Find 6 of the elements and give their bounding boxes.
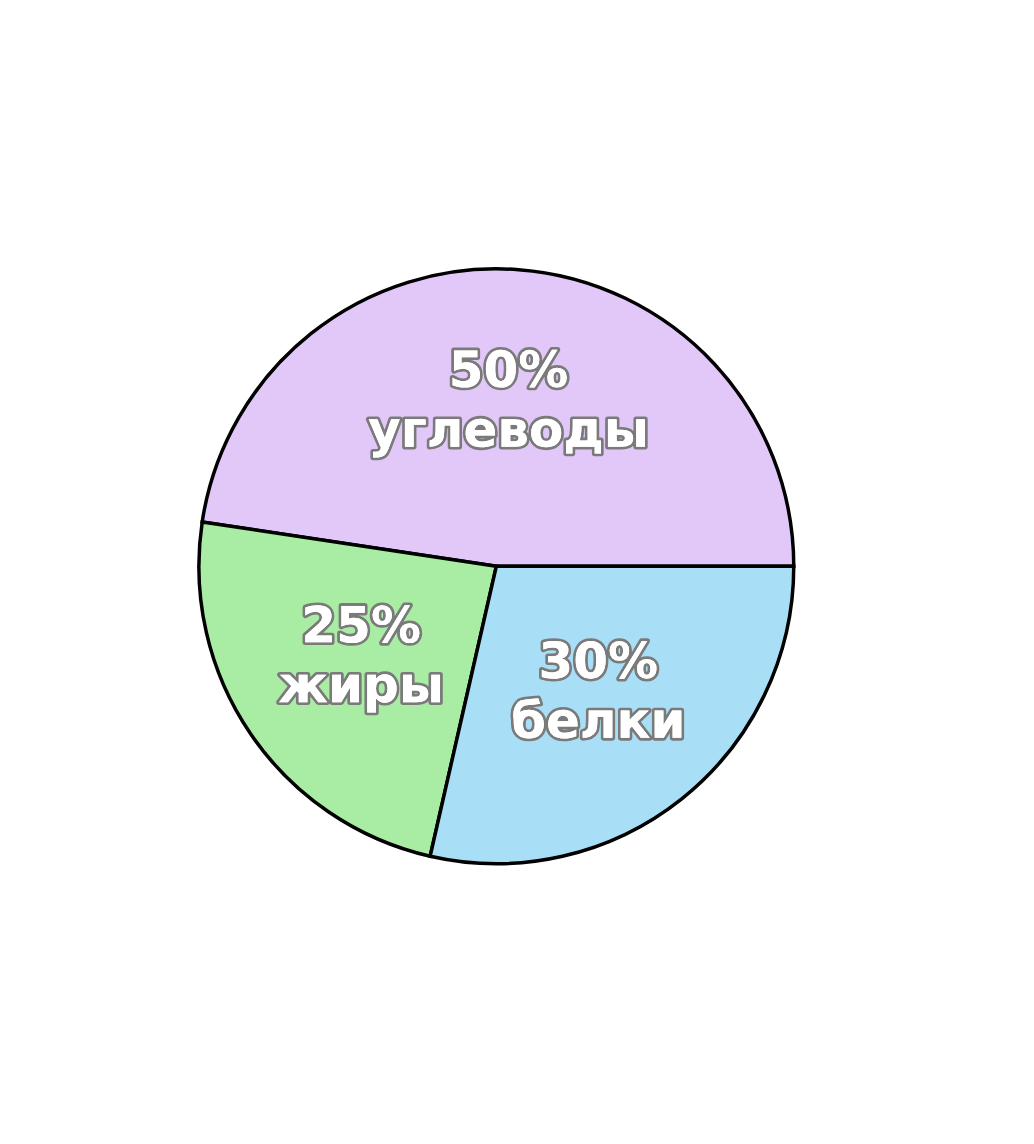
slice-label: углеводы xyxy=(368,418,645,458)
slice-label: жиры xyxy=(278,674,441,713)
data-label: 30% xyxy=(541,640,657,679)
slice-label: белки xyxy=(513,698,682,739)
data-label: 25% xyxy=(305,605,420,644)
data-label: 50% xyxy=(452,349,567,388)
